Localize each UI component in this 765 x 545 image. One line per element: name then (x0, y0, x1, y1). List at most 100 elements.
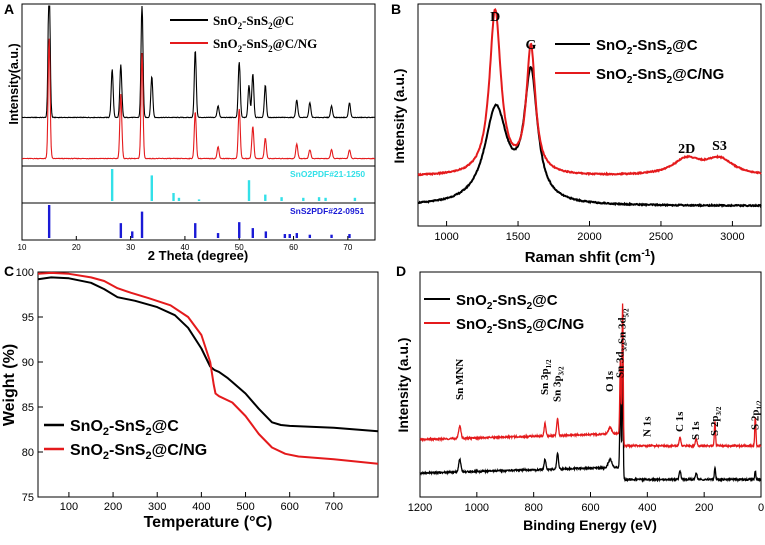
x-tick-label: 20 (72, 243, 81, 252)
y-axis-label: Weight (%) (1, 344, 18, 426)
x-tick-label: 40 (180, 243, 189, 252)
peak-annotation: G (525, 38, 536, 53)
panel-label: D (396, 263, 406, 279)
x-tick-label: 500 (236, 501, 254, 513)
x-tick-label: 3000 (720, 231, 744, 243)
legend-entry: SnO2-SnS2@C/NG (213, 36, 317, 54)
series-line (417, 65, 762, 208)
x-tick-label: 600 (581, 502, 599, 514)
y-axis-label: Intensity (a.u.) (391, 69, 407, 164)
series-line (419, 303, 762, 450)
legend-entry: SnO2-SnS2@C/NG (70, 442, 207, 462)
legend-entry: SnO2-SnS2@C/NG (456, 316, 584, 336)
series-line (22, 38, 375, 160)
panel-b: B 1000 1500 2000 2500 3000 D G 2D S3 Intensity … (391, 1, 762, 266)
x-tick-label: 1500 (506, 231, 530, 243)
x-tick-label: 0 (758, 502, 764, 514)
legend-entry: SnO2-SnS2@C (213, 13, 294, 31)
peak-annotation: O 1s (604, 370, 616, 392)
x-ticks: 1000 1500 2000 2500 3000 (434, 221, 745, 243)
panel-label: C (4, 263, 14, 279)
y-tick-label: 90 (22, 357, 34, 369)
panel-a: A 10 20 30 40 50 60 70 Intensity(a.u.) 2 Theta… (4, 1, 376, 263)
x-tick-label: 300 (148, 501, 166, 513)
peak-annotation: S 1s (690, 421, 702, 440)
x-tick-label: 800 (524, 502, 542, 514)
annotations: D G 2D S3 (490, 10, 727, 157)
peak-annotation: Sn 3d5/2 (617, 308, 631, 344)
y-axis-label: Intensity(a.u.) (7, 43, 21, 124)
x-axis-label: Raman shfit (cm-1) (525, 248, 656, 266)
y-tick-label: 95 (22, 312, 34, 324)
x-tick-label: 200 (695, 502, 713, 514)
peak-annotation: Sn MNN (454, 359, 466, 400)
series-line (419, 370, 762, 483)
x-axis-label: Binding Energy (eV) (523, 517, 657, 533)
series-group (417, 8, 762, 208)
x-ticks: 1200 1000 800 600 400 200 0 (408, 492, 764, 514)
series-group (419, 303, 762, 483)
x-axis-label: 2 Theta (degree) (148, 248, 248, 263)
x-tick-label: 600 (281, 501, 299, 513)
axis-ticks: 100 200 300 400 500 600 700 75 80 85 90 95 100 (16, 267, 343, 513)
peak-annotation: 2D (678, 142, 695, 157)
reference-label: SnO2PDF#21-1250 (290, 169, 365, 179)
peak-annotation: Sn 3p1/2 (539, 359, 553, 395)
legend-entry: SnO2-SnS2@C (596, 37, 698, 57)
panel-label: B (391, 1, 401, 17)
x-tick-label: 10 (18, 243, 27, 252)
series-group (21, 5, 376, 160)
x-tick-label: 1000 (434, 231, 458, 243)
x-tick-label: 2500 (649, 231, 673, 243)
peak-annotation: C 1s (674, 411, 686, 432)
peak-annotation: S3 (712, 139, 727, 154)
series-line (417, 8, 762, 177)
legend: SnO2-SnS2@C SnO2-SnS2@C/NG (170, 13, 317, 54)
peak-annotation: D (490, 10, 500, 25)
legend-entry: SnO2-SnS2@C (70, 418, 179, 438)
reference-sticks (47, 169, 357, 238)
x-tick-label: 30 (126, 243, 135, 252)
plot-frame (37, 271, 379, 498)
x-tick-label: 1000 (465, 502, 489, 514)
y-tick-label: 80 (22, 447, 34, 459)
legend-entry: SnO2-SnS2@C (456, 292, 558, 312)
plot-frame (417, 3, 762, 227)
x-tick-label: 400 (638, 502, 656, 514)
x-ticks: 10 20 30 40 50 60 70 (18, 236, 353, 252)
y-tick-label: 100 (16, 267, 34, 279)
peak-annotation: S 2p3/2 (709, 406, 723, 436)
legend: SnO2-SnS2@C SnO2-SnS2@C/NG (424, 292, 584, 336)
reference-label: SnS2PDF#22-0951 (290, 206, 364, 216)
x-tick-label: 1200 (408, 502, 432, 514)
series-line (37, 271, 379, 465)
y-axis-label: Intensity (a.u.) (395, 338, 411, 433)
series-group (37, 271, 379, 465)
panel-label: A (4, 1, 14, 17)
plot-frame (21, 3, 376, 241)
series-line (37, 276, 379, 433)
panel-c: C 100 200 300 400 500 600 700 75 80 85 90 95 100 Wei… (1, 263, 379, 531)
x-tick-label: 2000 (577, 231, 601, 243)
x-tick-label: 50 (235, 243, 244, 252)
x-tick-label: 400 (192, 501, 210, 513)
legend: SnO2-SnS2@C SnO2-SnS2@C/NG (44, 418, 207, 462)
series-line (21, 5, 376, 119)
panel-d: D 1200 1000 800 600 400 200 0 Sn MNN Sn 3p1/2Sn… (395, 263, 764, 533)
x-tick-label: 100 (60, 501, 78, 513)
peak-annotation: S 2p1/2 (749, 400, 763, 430)
peak-annotation: N 1s (641, 416, 653, 437)
legend: SnO2-SnS2@C SnO2-SnS2@C/NG (555, 37, 724, 86)
peak-annotation: Sn 3d3/2 (614, 342, 628, 378)
x-tick-label: 700 (325, 501, 343, 513)
y-tick-label: 75 (22, 492, 34, 504)
x-axis-label: Temperature (°C) (144, 514, 273, 531)
peak-annotation: Sn 3p3/2 (552, 366, 566, 402)
legend-entry: SnO2-SnS2@C/NG (596, 66, 724, 86)
x-tick-label: 60 (289, 243, 298, 252)
y-tick-label: 85 (22, 402, 34, 414)
x-tick-label: 200 (104, 501, 122, 513)
